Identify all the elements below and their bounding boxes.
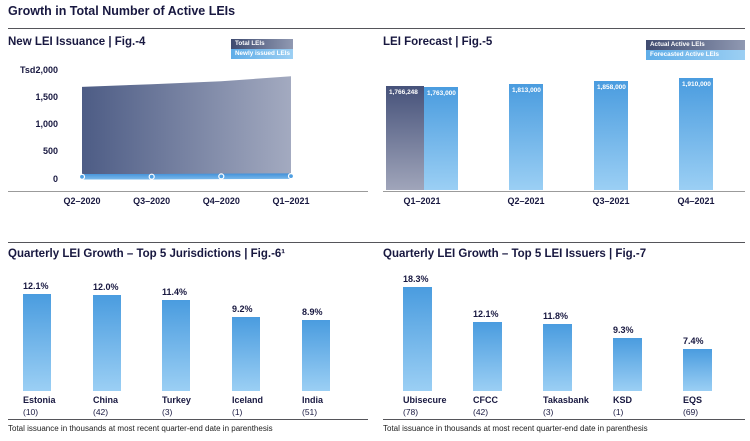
growth-bar <box>683 348 712 391</box>
growth-bar <box>232 317 260 391</box>
fig6-footnote: Total issuance in thousands at most rece… <box>8 424 273 433</box>
pct-label: 9.2% <box>232 304 253 315</box>
pct-label: 18.3% <box>403 274 429 285</box>
forecast-bar <box>424 86 458 190</box>
growth-bar <box>473 322 502 391</box>
pct-label: 12.0% <box>93 282 119 292</box>
y-tick-label: 1,500 <box>35 91 58 102</box>
fig5-baseline <box>383 191 745 192</box>
category-label: Estonia <box>23 395 56 405</box>
y-tick-label: 2,000 <box>35 64 58 75</box>
fig7-footnote: Total issuance in thousands at most rece… <box>383 424 648 433</box>
count-label: (10) <box>23 407 39 417</box>
growth-bar <box>23 294 51 391</box>
header-divider <box>8 28 745 29</box>
newly-issued-line <box>81 173 292 180</box>
legend-newly-issued-leis: Newly issued LEIs <box>231 49 293 59</box>
total-leis-area <box>82 76 291 178</box>
x-axis-label: Q1–2021 <box>272 196 310 206</box>
count-label: (69) <box>683 407 699 417</box>
category-label: India <box>302 395 324 405</box>
legend-actual-active-leis: Actual Active LEIs <box>646 40 745 50</box>
growth-bar <box>543 323 572 391</box>
fig4-unit-label: Tsd. <box>20 65 38 75</box>
category-label: Turkey <box>162 395 191 405</box>
forecast-bar <box>679 78 713 190</box>
fig4-title: New LEI Issuance | Fig.-4 <box>8 36 146 48</box>
count-label: (3) <box>162 407 173 417</box>
count-label: (51) <box>302 407 318 417</box>
count-label: (1) <box>232 407 243 417</box>
x-axis-label: Q4–2021 <box>677 196 715 206</box>
count-label: (3) <box>543 407 554 417</box>
x-axis-label: Q2–2020 <box>63 196 101 206</box>
fig5-title: LEI Forecast | Fig.-5 <box>383 36 493 48</box>
fig7-bottom-divider <box>383 419 745 420</box>
fig4-baseline <box>8 191 368 192</box>
pct-label: 12.1% <box>473 309 499 320</box>
issued-marker <box>148 173 155 180</box>
page-title: Growth in Total Number of Active LEIs <box>8 4 236 18</box>
growth-bar <box>93 295 121 391</box>
mid-divider <box>8 242 745 243</box>
bar-value-label: 1,763,000 <box>427 89 456 97</box>
category-label: Takasbank <box>543 395 589 405</box>
category-label: CFCC <box>473 395 498 405</box>
issued-marker <box>218 173 225 180</box>
x-axis-label: Q4–2020 <box>202 196 240 206</box>
y-tick-label: 0 <box>52 173 58 184</box>
legend-total-leis: Total LEIs <box>231 39 293 49</box>
category-label: China <box>93 395 119 405</box>
category-label: KSD <box>613 395 633 405</box>
category-label: EQS <box>683 395 703 405</box>
actual-bar <box>386 86 424 190</box>
pct-label: 12.1% <box>23 281 49 292</box>
fig6-title: Quarterly LEI Growth – Top 5 Jurisdictio… <box>8 248 286 260</box>
forecast-bar <box>509 83 543 190</box>
pct-label: 7.4% <box>683 335 704 346</box>
pct-label: 9.3% <box>613 325 634 336</box>
count-label: (42) <box>473 407 489 417</box>
forecast-bar <box>594 81 628 190</box>
fig4-legend: Total LEIs Newly issued LEIs <box>231 39 293 59</box>
bar-value-label: 1,813,000 <box>512 86 541 94</box>
x-axis-label: Q1–2021 <box>403 196 441 206</box>
fig6-bottom-divider <box>8 419 368 420</box>
count-label: (1) <box>613 407 624 417</box>
legend-forecasted-active-leis: Forecasted Active LEIs <box>646 50 745 60</box>
y-tick-label: 500 <box>42 146 58 157</box>
growth-bar <box>302 319 330 391</box>
x-axis-label: Q3–2020 <box>133 196 171 206</box>
growth-bar <box>613 338 642 391</box>
growth-bar <box>162 299 190 391</box>
count-label: (78) <box>403 407 419 417</box>
pct-label: 11.4% <box>162 286 188 297</box>
issued-marker <box>78 173 86 180</box>
category-label: Iceland <box>232 395 264 405</box>
growth-bar <box>403 287 432 391</box>
bar-value-label: 1,766,248 <box>389 89 418 97</box>
category-label: Ubisecure <box>403 395 447 405</box>
x-axis-label: Q2–2021 <box>507 196 545 206</box>
pct-label: 11.8% <box>543 310 569 321</box>
bar-value-label: 1,910,000 <box>682 81 711 88</box>
x-axis-label: Q3–2021 <box>592 196 630 206</box>
bar-value-label: 1,858,000 <box>597 84 626 92</box>
y-tick-label: 1,000 <box>35 119 58 129</box>
fig7-title: Quarterly LEI Growth – Top 5 LEI Issuers… <box>383 248 647 260</box>
count-label: (42) <box>93 407 109 417</box>
issued-marker <box>287 173 295 180</box>
fig5-legend: Actual Active LEIs Forecasted Active LEI… <box>646 40 745 60</box>
pct-label: 8.9% <box>302 306 323 317</box>
